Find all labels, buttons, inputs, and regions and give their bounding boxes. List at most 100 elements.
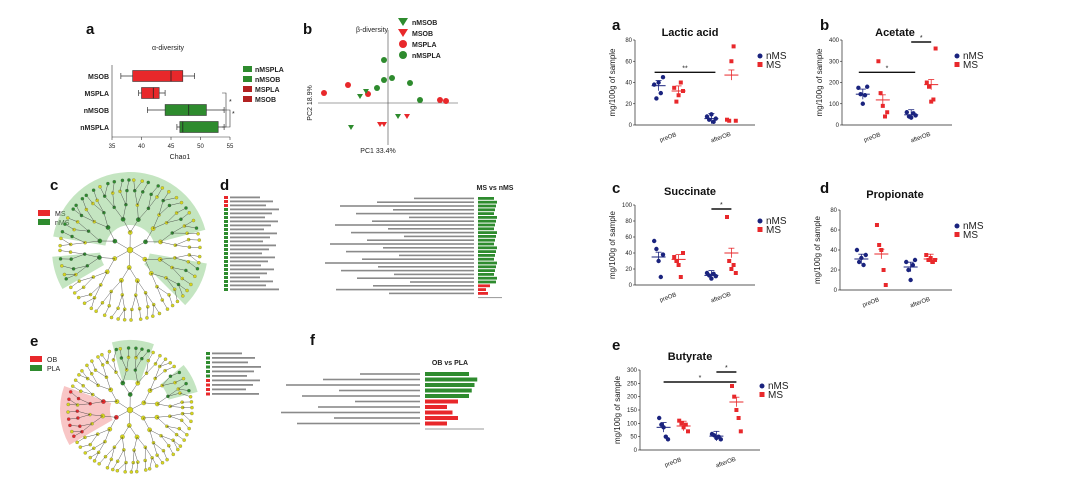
clade-branch — [71, 236, 86, 243]
beta-point — [381, 77, 387, 83]
lda-bar — [478, 254, 495, 257]
scfa-y-tick-label: 80 — [830, 208, 837, 214]
clade-branch — [145, 292, 154, 305]
clade-branch — [81, 423, 93, 432]
clade-node — [188, 395, 193, 399]
clade-node — [151, 350, 155, 355]
key-swatch — [224, 256, 228, 259]
key-text-line — [230, 196, 260, 199]
clade-branch — [119, 180, 123, 192]
clade-branch — [148, 196, 158, 209]
clade-branch — [187, 233, 199, 234]
scfa-legend-label-nms: nMS — [766, 216, 787, 227]
clade-branch — [139, 308, 141, 320]
beta-legend-marker — [399, 40, 407, 48]
key-swatch — [206, 365, 210, 369]
key-text-line — [230, 232, 277, 235]
clade-node — [191, 218, 196, 223]
lda-label-line — [393, 209, 474, 211]
clade-node — [71, 207, 75, 211]
scfa-y-tick-label: 20 — [625, 102, 632, 108]
clade-node — [58, 243, 62, 248]
clade-node — [184, 268, 188, 273]
lda-bar — [425, 410, 453, 415]
clade-branch — [99, 186, 105, 197]
lda-bar — [478, 288, 486, 291]
legend-ob-label: OB — [47, 357, 57, 364]
clade-node — [198, 245, 202, 250]
clade-branch — [188, 261, 198, 269]
scfa-legend-marker-ms — [757, 62, 763, 67]
scfa-point — [678, 275, 683, 279]
clade-branch — [182, 413, 192, 422]
scfa-panel-label: d — [820, 180, 829, 197]
clade-branch — [77, 403, 91, 406]
scfa-legend-marker-ms — [954, 232, 960, 237]
clade-branch — [149, 385, 163, 391]
lda-bar — [478, 265, 496, 269]
clade-node — [147, 427, 152, 433]
clade-branch — [98, 385, 111, 391]
lda-label-line — [341, 269, 474, 272]
clade-node — [140, 347, 144, 351]
clade-branch — [86, 195, 94, 204]
lda-bar — [478, 250, 496, 253]
clade-branch — [138, 208, 149, 220]
clade-branch — [149, 429, 154, 443]
clade-branch — [111, 308, 119, 318]
clade-branch — [135, 358, 143, 371]
clade-branch — [79, 276, 94, 282]
scfa-point — [660, 74, 666, 80]
clade-branch — [159, 259, 173, 268]
legend-pla-swatch — [30, 365, 42, 371]
scfa-point — [904, 259, 909, 265]
clade-branch — [115, 372, 123, 384]
clade-node — [148, 270, 154, 276]
lda-f-bars — [281, 372, 484, 430]
lda-bar — [478, 261, 497, 265]
clade-branch — [111, 447, 115, 460]
clade-branch — [152, 214, 160, 229]
scfa-panels: a Lactic acid 0 20 40 60 80 mg/100g of sample pr… — [608, 17, 984, 469]
clade-branch — [151, 273, 158, 287]
clade-node — [176, 447, 180, 452]
scfa-point — [686, 429, 690, 434]
key-text-line — [212, 361, 248, 364]
clade-branch — [104, 196, 115, 208]
clade-branch — [79, 423, 93, 427]
clade-branch — [81, 215, 95, 222]
clade-branch — [153, 304, 160, 314]
lda-label-line — [302, 395, 420, 397]
clade-branch — [94, 284, 101, 298]
alpha-group-label: nMSPLA — [80, 125, 109, 132]
scfa-y-tick-label: 50 — [630, 435, 637, 441]
clade-node — [160, 298, 165, 302]
clade-branch — [151, 273, 167, 279]
clade-node — [76, 295, 81, 300]
lda-label-line — [340, 205, 474, 207]
alpha-legend-label: nMSPLA — [255, 67, 284, 74]
key-swatch — [224, 280, 228, 283]
clade-branch — [142, 182, 149, 192]
scfa-legend-label-nms: nMS — [963, 221, 984, 232]
scfa-y-tick-label: 100 — [622, 203, 633, 209]
key-swatch — [224, 204, 228, 207]
lda-bar — [478, 227, 494, 231]
clade-node — [184, 381, 188, 386]
clade-branch — [181, 420, 190, 429]
panel-a-left: a α-diversity 35 40 45 50 55MSOBMSPLAnMSOBnM… — [80, 21, 284, 161]
scfa-point — [926, 258, 931, 262]
clade-node — [115, 468, 120, 473]
clade-branch — [136, 436, 146, 448]
alpha-group-label: MSOB — [88, 74, 109, 81]
clade-branch — [137, 205, 139, 220]
clade-branch — [62, 231, 73, 237]
clade-node — [187, 388, 191, 393]
clade-branch — [150, 185, 159, 195]
scfa-point — [927, 84, 931, 89]
key-text-line — [230, 256, 275, 259]
lda-bar — [425, 372, 469, 376]
clade-branch — [145, 292, 148, 307]
clade-node — [154, 464, 159, 468]
lda-bar — [478, 284, 490, 288]
